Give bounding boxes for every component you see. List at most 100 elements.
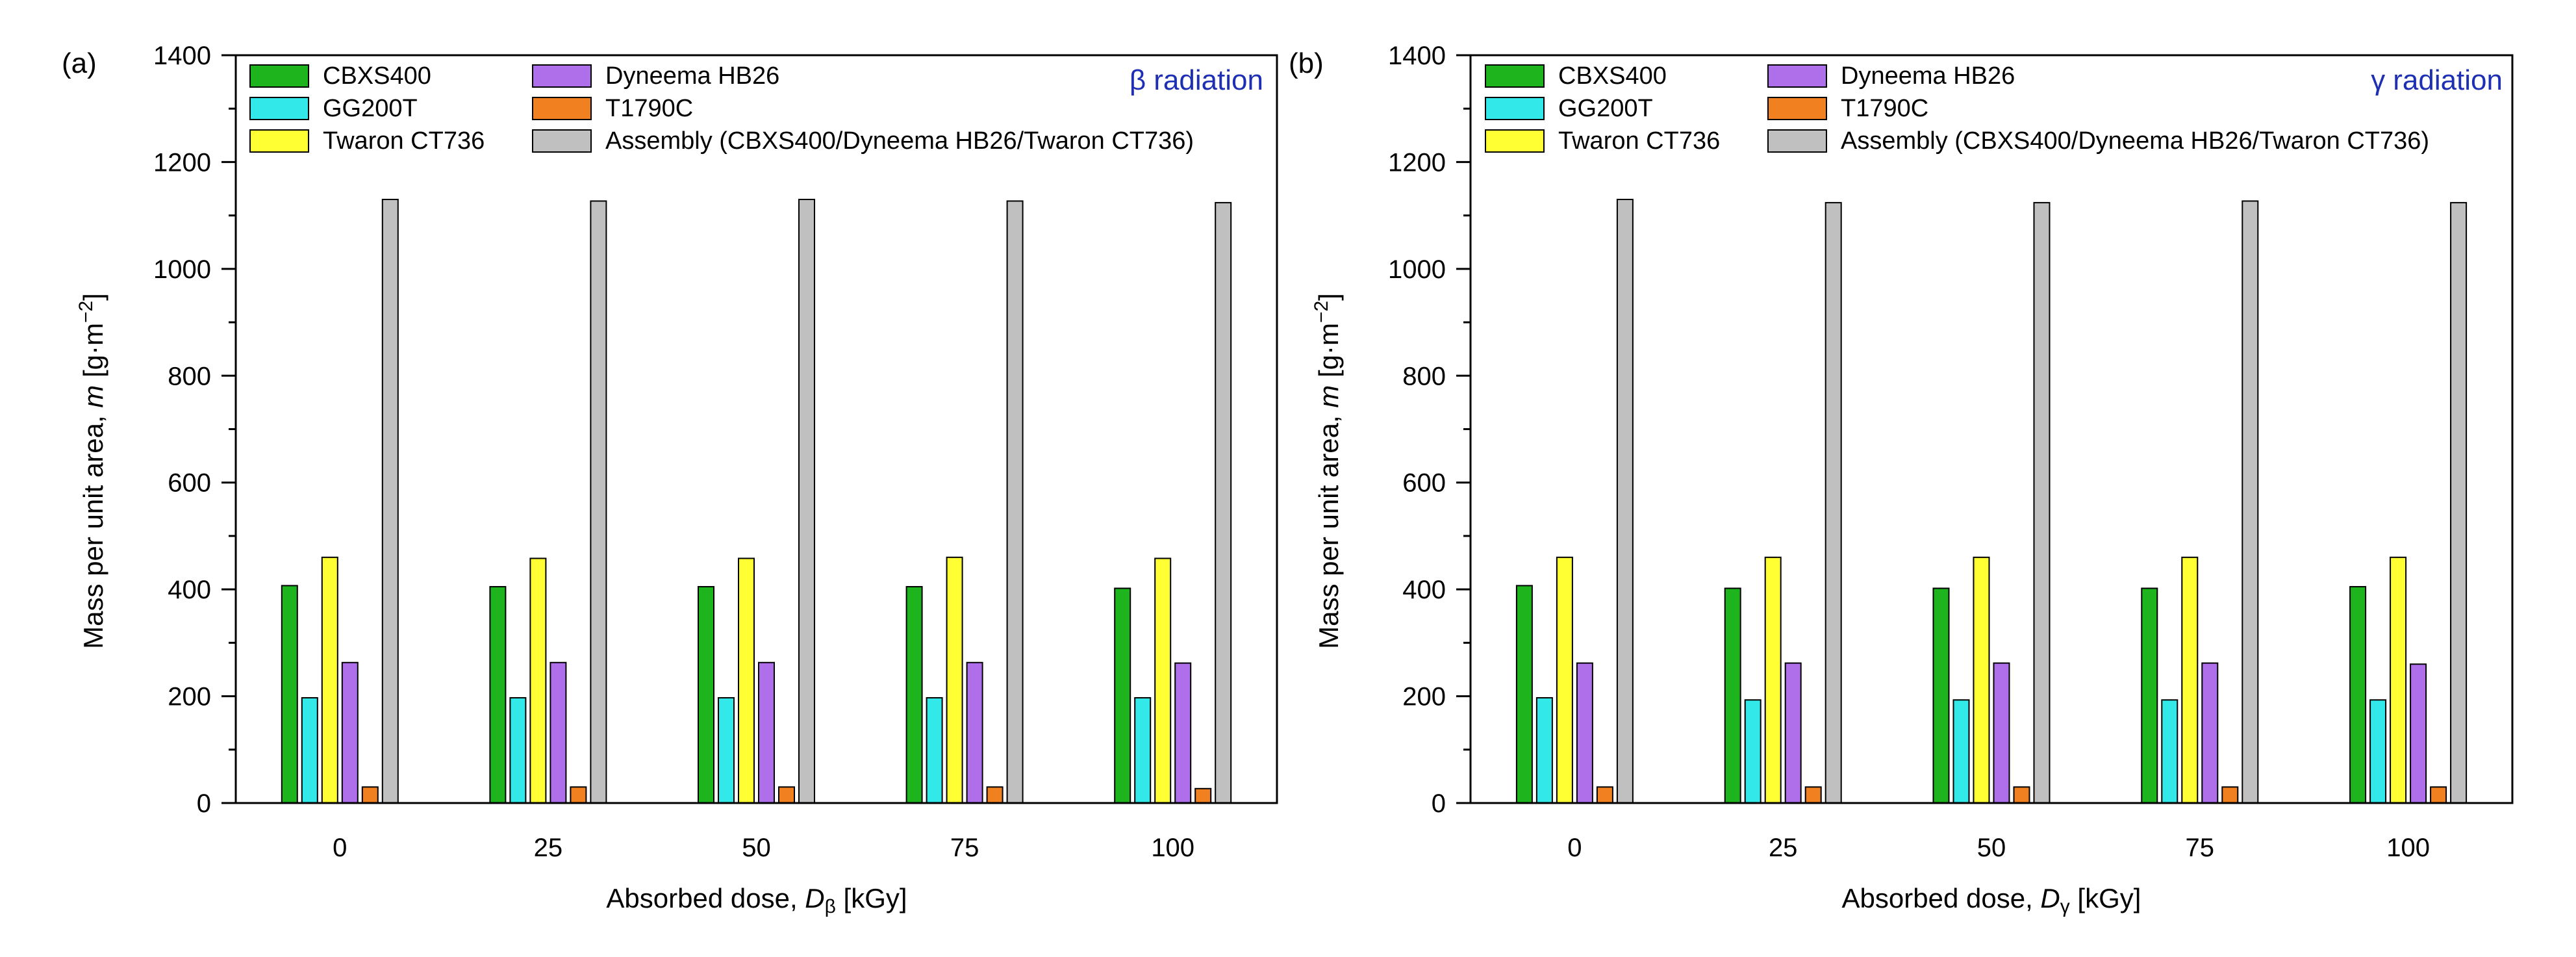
panel-label: (a) [62, 47, 97, 79]
legend-swatch [532, 64, 592, 88]
x-axis-title-prefix: Absorbed dose, [606, 883, 805, 913]
bar-gg200t-100 [2369, 699, 2387, 804]
bar-cbxs400-25 [1724, 587, 1741, 804]
legend-swatch [1485, 64, 1545, 88]
x-tick-label: 25 [534, 834, 563, 862]
bar-twaron-ct736-100 [1154, 557, 1172, 804]
legend-label: CBXS400 [1558, 62, 1667, 90]
bar-dyneema-hb26-50 [758, 661, 775, 804]
legend-label: CBXS400 [323, 62, 431, 90]
bar-dyneema-hb26-75 [2201, 662, 2219, 804]
radiation-symbol: β [1130, 64, 1146, 96]
bar-gg200t-25 [1744, 699, 1762, 804]
bar-assembly-cbxs400-dyneema-hb26-twaron-ct736-75 [1006, 200, 1024, 804]
x-tick-label: 100 [2386, 834, 2430, 862]
x-tick-label: 100 [1151, 834, 1194, 862]
bar-twaron-ct736-0 [1556, 556, 1573, 804]
bar-gg200t-50 [718, 697, 735, 804]
y-axis-title-text: Mass per unit area, [1313, 408, 1344, 649]
bar-dyneema-hb26-25 [1784, 662, 1802, 804]
bar-gg200t-25 [509, 697, 527, 804]
bar-t1790c-50 [2013, 786, 2030, 804]
y-tick-label: 400 [1402, 576, 1446, 604]
x-axis-subscript: γ [2060, 896, 2070, 917]
y-axis-title-text: Mass per unit area, [78, 408, 108, 649]
y-axis-superscript: −2 [1311, 301, 1332, 323]
legend-swatch [532, 129, 592, 153]
y-tick-label: 1000 [153, 255, 211, 284]
bar-dyneema-hb26-0 [1576, 662, 1593, 804]
legend-swatch [1767, 129, 1827, 153]
bar-t1790c-25 [1804, 786, 1822, 804]
legend-swatch [1485, 129, 1545, 153]
y-tick-label: 0 [197, 789, 211, 818]
radiation-label: β radiation [1130, 64, 1263, 96]
y-tick-label: 600 [168, 469, 211, 498]
bar-gg200t-100 [1134, 697, 1152, 804]
bar-dyneema-hb26-50 [1993, 662, 2010, 804]
bar-cbxs400-25 [489, 586, 507, 804]
bar-dyneema-hb26-25 [549, 661, 567, 804]
bar-dyneema-hb26-100 [2410, 663, 2427, 804]
bar-twaron-ct736-75 [2181, 556, 2199, 804]
x-axis-title: Absorbed dose, Dγ [kGy] [1842, 883, 2141, 917]
plot-frame [234, 54, 1278, 804]
y-tick-label: 1400 [1388, 42, 1446, 70]
y-tick-label: 400 [168, 576, 211, 604]
bar-dyneema-hb26-75 [966, 661, 983, 804]
bar-gg200t-0 [1535, 697, 1553, 804]
legend-swatch [249, 129, 309, 153]
bar-dyneema-hb26-0 [341, 661, 359, 804]
bar-twaron-ct736-50 [738, 557, 755, 804]
panel-label: (b) [1289, 47, 1324, 79]
y-axis-unit-open: [g·m [1313, 323, 1344, 385]
bar-assembly-cbxs400-dyneema-hb26-twaron-ct736-0 [381, 198, 399, 804]
legend-swatch [249, 64, 309, 88]
bar-cbxs400-50 [698, 586, 714, 804]
bar-cbxs400-75 [2141, 587, 2158, 804]
panel-b: (b) γ radiation Absorbed dose, Dγ [kGy] M… [1288, 0, 2576, 957]
bar-assembly-cbxs400-dyneema-hb26-twaron-ct736-100 [2450, 201, 2468, 804]
bar-gg200t-75 [2161, 699, 2178, 804]
y-axis-unit-close: ] [1313, 293, 1344, 301]
panel-a: (a) β radiation Absorbed dose, Dβ [kGy] M… [62, 42, 1278, 917]
radiation-label: γ radiation [2371, 64, 2503, 96]
bar-twaron-ct736-25 [529, 557, 547, 804]
y-tick-label: 1000 [1388, 255, 1446, 284]
bar-cbxs400-75 [905, 586, 923, 804]
legend-label: T1790C [1841, 95, 1928, 122]
bar-gg200t-75 [926, 697, 943, 804]
y-axis-title: Mass per unit area, m [g·m−2] [75, 293, 108, 649]
legend-label: Twaron CT736 [323, 127, 485, 155]
x-axis-unit: [kGy] [836, 883, 907, 913]
legend-label: GG200T [323, 95, 418, 122]
bar-twaron-ct736-100 [2390, 556, 2407, 804]
bar-twaron-ct736-25 [1764, 556, 1782, 804]
x-tick-label: 75 [950, 834, 979, 862]
bar-t1790c-0 [361, 786, 379, 804]
x-tick-label: 50 [742, 834, 771, 862]
x-tick-label: 25 [1769, 834, 1798, 862]
legend-label: Assembly (CBXS400/Dyneema HB26/Twaron CT… [605, 127, 1194, 155]
y-axis-variable: m [78, 385, 108, 408]
bar-cbxs400-0 [1515, 585, 1533, 804]
legend-swatch [532, 97, 592, 120]
y-axis-title: Mass per unit area, m [g·m−2] [1311, 293, 1344, 649]
bar-cbxs400-100 [1114, 587, 1131, 804]
bar-assembly-cbxs400-dyneema-hb26-twaron-ct736-50 [2033, 201, 2051, 804]
bar-t1790c-75 [986, 786, 1004, 804]
y-axis-superscript: −2 [75, 301, 97, 323]
x-axis-title-prefix: Absorbed dose, [1842, 883, 2041, 913]
bar-twaron-ct736-50 [1973, 556, 1990, 804]
bar-twaron-ct736-75 [946, 556, 963, 804]
x-axis-variable: D [805, 883, 824, 913]
y-axis-unit-open: [g·m [78, 323, 108, 385]
legend-swatch [249, 97, 309, 120]
bar-assembly-cbxs400-dyneema-hb26-twaron-ct736-25 [590, 200, 607, 804]
legend-label: T1790C [605, 95, 693, 122]
plot-frame [1469, 54, 2514, 804]
bar-t1790c-25 [570, 786, 587, 804]
y-tick-label: 200 [1402, 683, 1446, 711]
y-tick-label: 600 [1402, 469, 1446, 498]
y-axis-variable: m [1313, 385, 1344, 408]
